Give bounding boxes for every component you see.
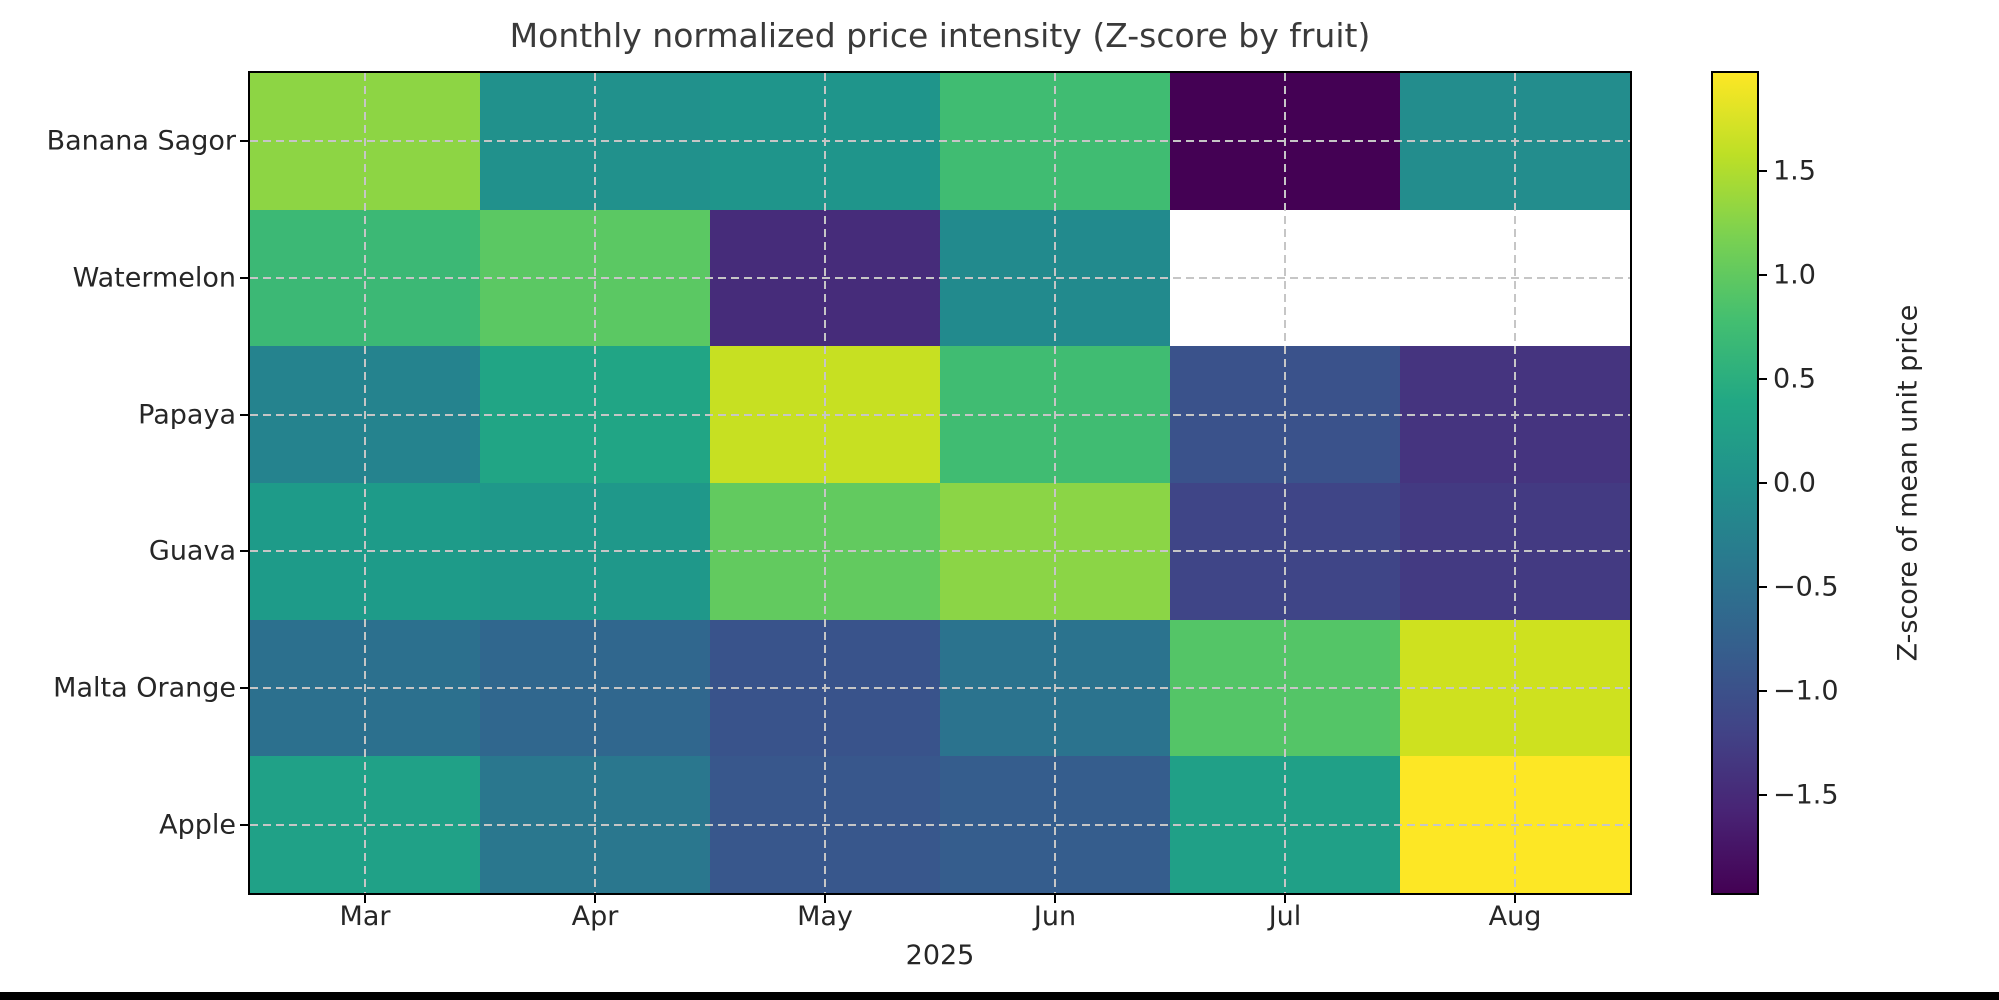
x-tick-label: Mar — [339, 901, 391, 932]
y-tick-label: Apple — [159, 809, 236, 841]
colorbar-border — [1711, 71, 1759, 895]
x-tick-label: Aug — [1488, 901, 1542, 932]
colorbar-tick-label: −0.5 — [1773, 571, 1839, 603]
colorbar-tick-label: 0.5 — [1773, 363, 1816, 395]
gridline-horizontal — [250, 140, 1630, 142]
gridline-horizontal — [250, 824, 1630, 826]
gridline-vertical — [1054, 73, 1056, 893]
colorbar-tick-label: 0.0 — [1773, 467, 1816, 499]
y-tick — [240, 140, 248, 142]
x-tick — [824, 895, 826, 903]
y-tick-label: Malta Orange — [53, 672, 236, 704]
gridline-horizontal — [250, 414, 1630, 416]
y-tick — [240, 824, 248, 826]
x-tick — [594, 895, 596, 903]
x-tick — [1284, 895, 1286, 903]
gridline-vertical — [594, 73, 596, 893]
x-tick — [1514, 895, 1516, 903]
gridline-horizontal — [250, 277, 1630, 279]
gridline-vertical — [364, 73, 366, 893]
colorbar-tick — [1759, 274, 1767, 276]
x-tick-label: May — [797, 901, 853, 932]
colorbar-tick-label: −1.5 — [1773, 779, 1839, 811]
colorbar-tick-label: 1.5 — [1773, 155, 1816, 187]
x-tick — [364, 895, 366, 903]
y-tick — [240, 687, 248, 689]
y-tick — [240, 277, 248, 279]
x-axis-year-label: 2025 — [905, 940, 975, 971]
gridline-vertical — [824, 73, 826, 893]
x-tick-label: Jun — [1033, 901, 1077, 932]
chart-title: Monthly normalized price intensity (Z-sc… — [509, 16, 1371, 55]
colorbar-tick — [1759, 170, 1767, 172]
y-tick — [240, 414, 248, 416]
colorbar-tick — [1759, 690, 1767, 692]
x-tick-label: Apr — [571, 901, 619, 932]
y-tick — [240, 550, 248, 552]
heatmap-plot-area — [250, 73, 1630, 893]
colorbar-axis-label: Z-score of mean unit price — [1892, 304, 1924, 662]
colorbar-tick — [1759, 794, 1767, 796]
colorbar-tick — [1759, 586, 1767, 588]
colorbar-gradient — [1713, 73, 1757, 893]
bottom-black-bar — [0, 992, 1999, 1000]
colorbar-tick — [1759, 378, 1767, 380]
colorbar-tick-label: 1.0 — [1773, 259, 1816, 291]
y-tick-label: Guava — [148, 535, 236, 567]
y-tick-label: Papaya — [138, 399, 236, 431]
colorbar-tick — [1759, 482, 1767, 484]
colorbar-tick-label: −1.0 — [1773, 675, 1839, 707]
x-tick — [1054, 895, 1056, 903]
y-tick-label: Watermelon — [72, 262, 236, 294]
gridline-horizontal — [250, 687, 1630, 689]
gridline-horizontal — [250, 550, 1630, 552]
gridline-vertical — [1284, 73, 1286, 893]
y-tick-label: Banana Sagor — [46, 125, 236, 157]
x-tick-label: Jul — [1268, 901, 1302, 932]
gridline-vertical — [1514, 73, 1516, 893]
